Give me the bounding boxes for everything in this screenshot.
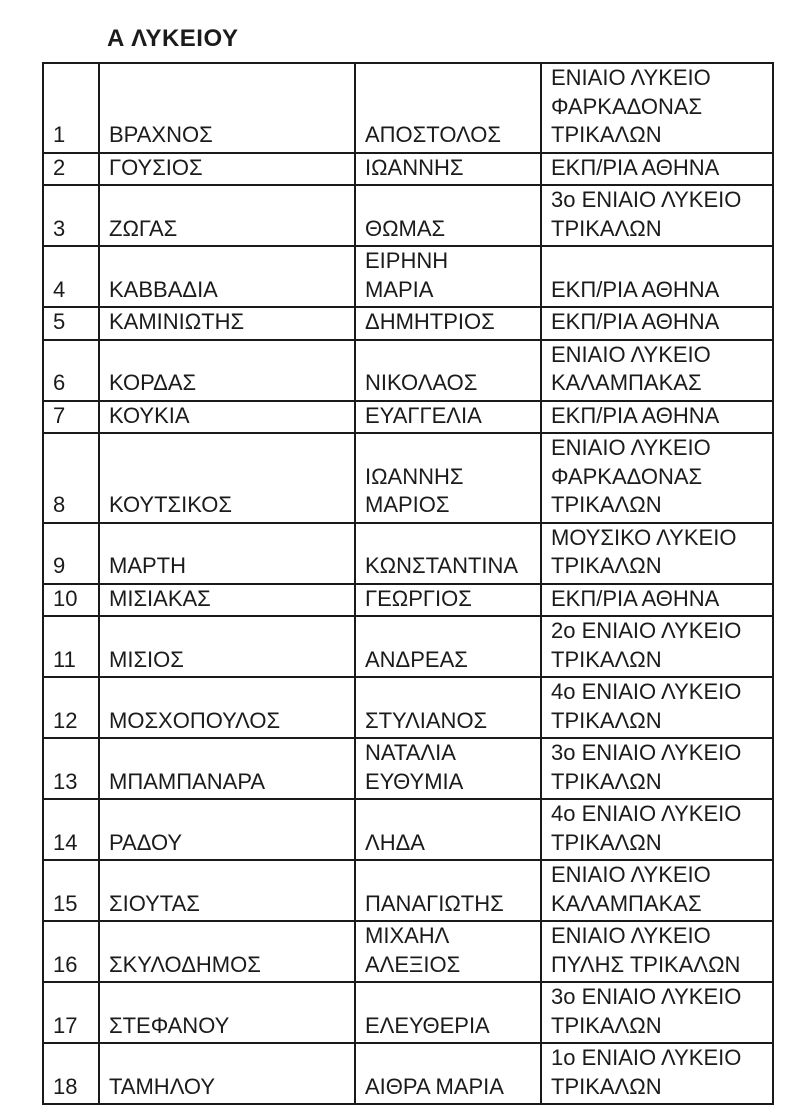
cell-firstname: ΛΗΔΑ (354, 798, 542, 861)
cell-school: ΕΝΙΑΙΟ ΛΥΚΕΙΟ ΚΑΛΑΜΠΑΚΑΣ (540, 859, 774, 922)
cell-firstname: ΣΤΥΛΙΑΝΟΣ (354, 676, 542, 739)
table-row: 4 ΚΑΒΒΑΔΙΑ ΕΙΡΗΝΗ ΜΑΡΙΑ ΕΚΠ/ΡΙΑ ΑΘΗΝΑ (42, 245, 774, 308)
cell-school: ΕΝΙΑΙΟ ΛΥΚΕΙΟ ΚΑΛΑΜΠΑΚΑΣ (540, 338, 774, 402)
cell-surname: ΣΚΥΛΟΔΗΜΟΣ (98, 920, 356, 983)
cell-number: 15 (42, 859, 100, 922)
cell-surname: ΚΟΡΔΑΣ (98, 338, 356, 402)
cell-surname: ΚΟΥΚΙΑ (98, 399, 356, 434)
cell-surname: ΜΑΡΤΗ (98, 521, 356, 585)
cell-surname: ΡΑΔΟΥ (98, 798, 356, 861)
table-row: 8 ΚΟΥΤΣΙΚΟΣ ΙΩΑΝΝΗΣ ΜΑΡΙΟΣ ΕΝΙΑΙΟ ΛΥΚΕΙΟ… (42, 432, 774, 524)
cell-school: 4ο ΕΝΙΑΙΟ ΛΥΚΕΙΟ ΤΡΙΚΑΛΩΝ (540, 676, 774, 739)
table-row: 7 ΚΟΥΚΙΑ ΕΥΑΓΓΕΛΙΑ ΕΚΠ/ΡΙΑ ΑΘΗΝΑ (42, 399, 774, 434)
cell-number: 14 (42, 798, 100, 861)
cell-firstname: ΝΑΤΑΛΙΑ ΕΥΘΥΜΙΑ (354, 737, 542, 800)
table-row: 18 ΤΑΜΗΛΟΥ ΑΙΘΡΑ ΜΑΡΙΑ 1ο ΕΝΙΑΙΟ ΛΥΚΕΙΟ … (42, 1042, 774, 1105)
cell-number: 18 (42, 1042, 100, 1105)
cell-firstname: ΙΩΑΝΝΗΣ ΜΑΡΙΟΣ (354, 432, 542, 524)
cell-school: ΕΚΠ/ΡΙΑ ΑΘΗΝΑ (540, 399, 774, 434)
cell-school: ΕΚΠ/ΡΙΑ ΑΘΗΝΑ (540, 151, 774, 186)
cell-firstname: ΠΑΝΑΓΙΩΤΗΣ (354, 859, 542, 922)
cell-school: ΕΚΠ/ΡΙΑ ΑΘΗΝΑ (540, 306, 774, 341)
table-row: 10 ΜΙΣΙΑΚΑΣ ΓΕΩΡΓΙΟΣ ΕΚΠ/ΡΙΑ ΑΘΗΝΑ (42, 582, 774, 617)
cell-firstname: ΑΠΟΣΤΟΛΟΣ (354, 62, 542, 154)
cell-surname: ΒΡΑΧΝΟΣ (98, 62, 356, 154)
cell-school: ΕΚΠ/ΡΙΑ ΑΘΗΝΑ (540, 582, 774, 617)
cell-number: 5 (42, 306, 100, 341)
cell-number: 8 (42, 432, 100, 524)
cell-surname: ΜΙΣΙΟΣ (98, 615, 356, 678)
table-row: 15 ΣΙΟΥΤΑΣ ΠΑΝΑΓΙΩΤΗΣ ΕΝΙΑΙΟ ΛΥΚΕΙΟ ΚΑΛΑ… (42, 859, 774, 922)
cell-number: 3 (42, 184, 100, 247)
cell-firstname: ΕΥΑΓΓΕΛΙΑ (354, 399, 542, 434)
cell-surname: ΜΙΣΙΑΚΑΣ (98, 582, 356, 617)
cell-school: 3ο ΕΝΙΑΙΟ ΛΥΚΕΙΟ ΤΡΙΚΑΛΩΝ (540, 184, 774, 247)
students-table-body: 1 ΒΡΑΧΝΟΣ ΑΠΟΣΤΟΛΟΣ ΕΝΙΑΙΟ ΛΥΚΕΙΟ ΦΑΡΚΑΔ… (42, 62, 774, 1105)
cell-school: 3ο ΕΝΙΑΙΟ ΛΥΚΕΙΟ ΤΡΙΚΑΛΩΝ (540, 737, 774, 800)
table-row: 3 ΖΩΓΑΣ ΘΩΜΑΣ 3ο ΕΝΙΑΙΟ ΛΥΚΕΙΟ ΤΡΙΚΑΛΩΝ (42, 184, 774, 247)
cell-school: ΜΟΥΣΙΚΟ ΛΥΚΕΙΟ ΤΡΙΚΑΛΩΝ (540, 521, 774, 585)
cell-number: 17 (42, 981, 100, 1044)
cell-surname: ΚΑΒΒΑΔΙΑ (98, 245, 356, 308)
table-row: 6 ΚΟΡΔΑΣ ΝΙΚΟΛΑΟΣ ΕΝΙΑΙΟ ΛΥΚΕΙΟ ΚΑΛΑΜΠΑΚ… (42, 338, 774, 402)
cell-school: ΕΝΙΑΙΟ ΛΥΚΕΙΟ ΦΑΡΚΑΔΟΝΑΣ ΤΡΙΚΑΛΩΝ (540, 62, 774, 154)
cell-number: 16 (42, 920, 100, 983)
cell-school: ΕΚΠ/ΡΙΑ ΑΘΗΝΑ (540, 245, 774, 308)
cell-number: 13 (42, 737, 100, 800)
cell-firstname: ΑΙΘΡΑ ΜΑΡΙΑ (354, 1042, 542, 1105)
table-row: 13 ΜΠΑΜΠΑΝΑΡΑ ΝΑΤΑΛΙΑ ΕΥΘΥΜΙΑ 3ο ΕΝΙΑΙΟ … (42, 737, 774, 800)
cell-surname: ΓΟΥΣΙΟΣ (98, 151, 356, 186)
cell-number: 6 (42, 338, 100, 402)
cell-school: 4ο ΕΝΙΑΙΟ ΛΥΚΕΙΟ ΤΡΙΚΑΛΩΝ (540, 798, 774, 861)
cell-surname: ΚΑΜΙΝΙΩΤΗΣ (98, 306, 356, 341)
cell-surname: ΜΟΣΧΟΠΟΥΛΟΣ (98, 676, 356, 739)
cell-firstname: ΜΙΧΑΗΛ ΑΛΕΞΙΟΣ (354, 920, 542, 983)
cell-number: 1 (42, 62, 100, 154)
cell-number: 10 (42, 582, 100, 617)
table-row: 14 ΡΑΔΟΥ ΛΗΔΑ 4ο ΕΝΙΑΙΟ ΛΥΚΕΙΟ ΤΡΙΚΑΛΩΝ (42, 798, 774, 861)
cell-surname: ΜΠΑΜΠΑΝΑΡΑ (98, 737, 356, 800)
cell-school: 3ο ΕΝΙΑΙΟ ΛΥΚΕΙΟ ΤΡΙΚΑΛΩΝ (540, 981, 774, 1044)
cell-firstname: ΔΗΜΗΤΡΙΟΣ (354, 306, 542, 341)
cell-firstname: ΚΩΝΣΤΑΝΤΙΝΑ (354, 521, 542, 585)
cell-firstname: ΕΙΡΗΝΗ ΜΑΡΙΑ (354, 245, 542, 308)
cell-firstname: ΘΩΜΑΣ (354, 184, 542, 247)
students-table: 1 ΒΡΑΧΝΟΣ ΑΠΟΣΤΟΛΟΣ ΕΝΙΑΙΟ ΛΥΚΕΙΟ ΦΑΡΚΑΔ… (42, 62, 774, 1105)
table-row: 12 ΜΟΣΧΟΠΟΥΛΟΣ ΣΤΥΛΙΑΝΟΣ 4ο ΕΝΙΑΙΟ ΛΥΚΕΙ… (42, 676, 774, 739)
table-row: 16 ΣΚΥΛΟΔΗΜΟΣ ΜΙΧΑΗΛ ΑΛΕΞΙΟΣ ΕΝΙΑΙΟ ΛΥΚΕ… (42, 920, 774, 983)
cell-school: ΕΝΙΑΙΟ ΛΥΚΕΙΟ ΠΥΛΗΣ ΤΡΙΚΑΛΩΝ (540, 920, 774, 983)
cell-number: 9 (42, 521, 100, 585)
table-row: 2 ΓΟΥΣΙΟΣ ΙΩΑΝΝΗΣ ΕΚΠ/ΡΙΑ ΑΘΗΝΑ (42, 151, 774, 186)
cell-surname: ΚΟΥΤΣΙΚΟΣ (98, 432, 356, 524)
cell-number: 2 (42, 151, 100, 186)
cell-firstname: ΙΩΑΝΝΗΣ (354, 151, 542, 186)
table-row: 11 ΜΙΣΙΟΣ ΑΝΔΡΕΑΣ 2ο ΕΝΙΑΙΟ ΛΥΚΕΙΟ ΤΡΙΚΑ… (42, 615, 774, 678)
cell-surname: ΣΙΟΥΤΑΣ (98, 859, 356, 922)
cell-number: 7 (42, 399, 100, 434)
cell-firstname: ΓΕΩΡΓΙΟΣ (354, 582, 542, 617)
page-title: Α ΛΥΚΕΙΟΥ (107, 25, 239, 52)
table-row: 17 ΣΤΕΦΑΝΟΥ ΕΛΕΥΘΕΡΙΑ 3ο ΕΝΙΑΙΟ ΛΥΚΕΙΟ Τ… (42, 981, 774, 1044)
cell-firstname: ΑΝΔΡΕΑΣ (354, 615, 542, 678)
cell-number: 11 (42, 615, 100, 678)
cell-number: 4 (42, 245, 100, 308)
cell-school: 1ο ΕΝΙΑΙΟ ΛΥΚΕΙΟ ΤΡΙΚΑΛΩΝ (540, 1042, 774, 1105)
cell-surname: ΖΩΓΑΣ (98, 184, 356, 247)
cell-surname: ΤΑΜΗΛΟΥ (98, 1042, 356, 1105)
table-row: 5 ΚΑΜΙΝΙΩΤΗΣ ΔΗΜΗΤΡΙΟΣ ΕΚΠ/ΡΙΑ ΑΘΗΝΑ (42, 306, 774, 341)
cell-school: 2ο ΕΝΙΑΙΟ ΛΥΚΕΙΟ ΤΡΙΚΑΛΩΝ (540, 615, 774, 678)
table-row: 1 ΒΡΑΧΝΟΣ ΑΠΟΣΤΟΛΟΣ ΕΝΙΑΙΟ ΛΥΚΕΙΟ ΦΑΡΚΑΔ… (42, 62, 774, 154)
cell-firstname: ΕΛΕΥΘΕΡΙΑ (354, 981, 542, 1044)
cell-firstname: ΝΙΚΟΛΑΟΣ (354, 338, 542, 402)
cell-school: ΕΝΙΑΙΟ ΛΥΚΕΙΟ ΦΑΡΚΑΔΟΝΑΣ ΤΡΙΚΑΛΩΝ (540, 432, 774, 524)
cell-surname: ΣΤΕΦΑΝΟΥ (98, 981, 356, 1044)
cell-number: 12 (42, 676, 100, 739)
table-row: 9 ΜΑΡΤΗ ΚΩΝΣΤΑΝΤΙΝΑ ΜΟΥΣΙΚΟ ΛΥΚΕΙΟ ΤΡΙΚΑ… (42, 521, 774, 585)
